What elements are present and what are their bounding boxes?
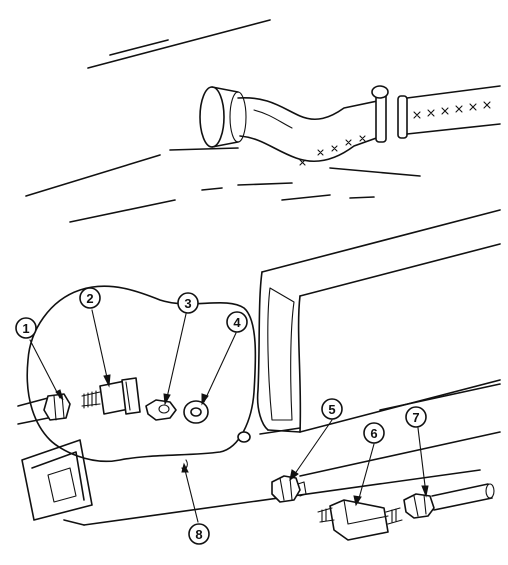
part-7-tube-assembly <box>404 484 494 518</box>
part-3-nut <box>146 400 176 420</box>
callout-5-number: 5 <box>328 402 335 417</box>
callout-4: 4 <box>227 312 247 332</box>
part-6-elbow <box>318 500 402 540</box>
callout-1: 1 <box>16 318 36 338</box>
callout-7-number: 7 <box>412 410 419 425</box>
part-5-adapter <box>272 476 306 502</box>
callout-6-number: 6 <box>370 426 377 441</box>
callout-8-number: 8 <box>195 527 202 542</box>
callout-2-number: 2 <box>86 291 93 306</box>
callout-1-number: 1 <box>22 321 29 336</box>
hose-flange <box>200 87 224 147</box>
part-2-elbow-fitting <box>82 378 140 414</box>
callout-7: 7 <box>406 407 426 427</box>
part-4-washer <box>184 401 208 423</box>
callout-5: 5 <box>322 399 342 419</box>
callout-3-number: 3 <box>184 296 191 311</box>
callout-6: 6 <box>364 423 384 443</box>
hose-assembly <box>200 86 500 165</box>
hose-clamp <box>376 92 386 142</box>
callout-8: 8 <box>189 524 209 544</box>
callout-2: 2 <box>80 288 100 308</box>
callout-3: 3 <box>178 293 198 313</box>
callout-4-number: 4 <box>233 315 241 330</box>
